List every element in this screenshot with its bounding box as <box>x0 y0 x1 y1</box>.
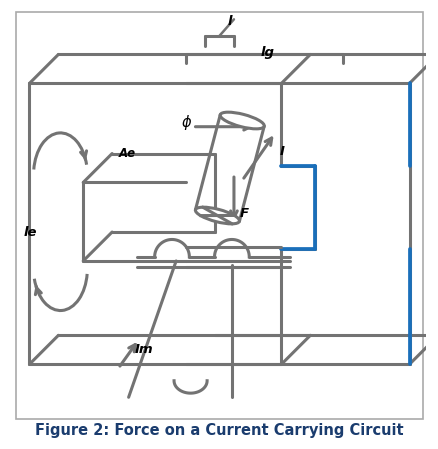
Ellipse shape <box>195 207 239 224</box>
Text: Im: Im <box>134 343 153 356</box>
Text: $\phi$: $\phi$ <box>181 113 192 132</box>
Text: F: F <box>240 207 249 220</box>
Text: l: l <box>227 14 232 27</box>
Text: le: le <box>23 225 37 238</box>
Text: I: I <box>279 145 284 158</box>
Ellipse shape <box>220 112 264 129</box>
Text: Ae: Ae <box>118 147 135 160</box>
Text: Figure 2: Force on a Current Carrying Circuit: Figure 2: Force on a Current Carrying Ci… <box>35 423 403 438</box>
Text: lg: lg <box>260 46 274 59</box>
